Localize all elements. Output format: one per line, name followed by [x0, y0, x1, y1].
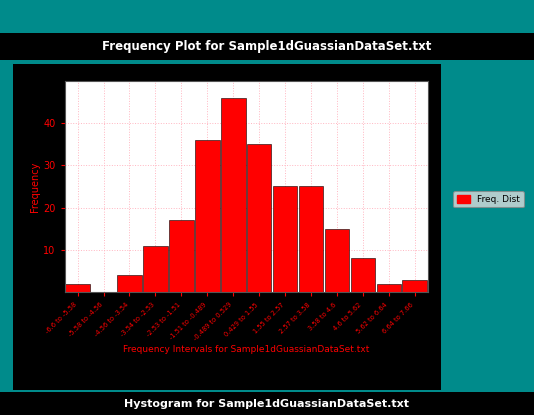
Bar	[195, 140, 219, 292]
Bar	[221, 98, 246, 292]
Legend: Freq. Dist: Freq. Dist	[453, 191, 524, 208]
Y-axis label: Frequency: Frequency	[30, 161, 41, 212]
Bar	[143, 246, 168, 292]
Bar	[117, 276, 142, 292]
Text: Hystogram for Sample1dGuassianDataSet.txt: Hystogram for Sample1dGuassianDataSet.tx…	[124, 398, 410, 409]
Bar	[65, 284, 90, 292]
Bar	[299, 186, 324, 292]
Bar	[403, 280, 427, 292]
Bar	[247, 144, 271, 292]
Bar	[351, 259, 375, 292]
Bar	[273, 186, 297, 292]
Bar	[169, 220, 194, 292]
Bar	[325, 229, 349, 292]
Text: Frequency Plot for Sample1dGuassianDataSet.txt: Frequency Plot for Sample1dGuassianDataS…	[103, 40, 431, 53]
X-axis label: Frequency Intervals for Sample1dGuassianDataSet.txt: Frequency Intervals for Sample1dGuassian…	[123, 345, 370, 354]
Bar	[376, 284, 401, 292]
